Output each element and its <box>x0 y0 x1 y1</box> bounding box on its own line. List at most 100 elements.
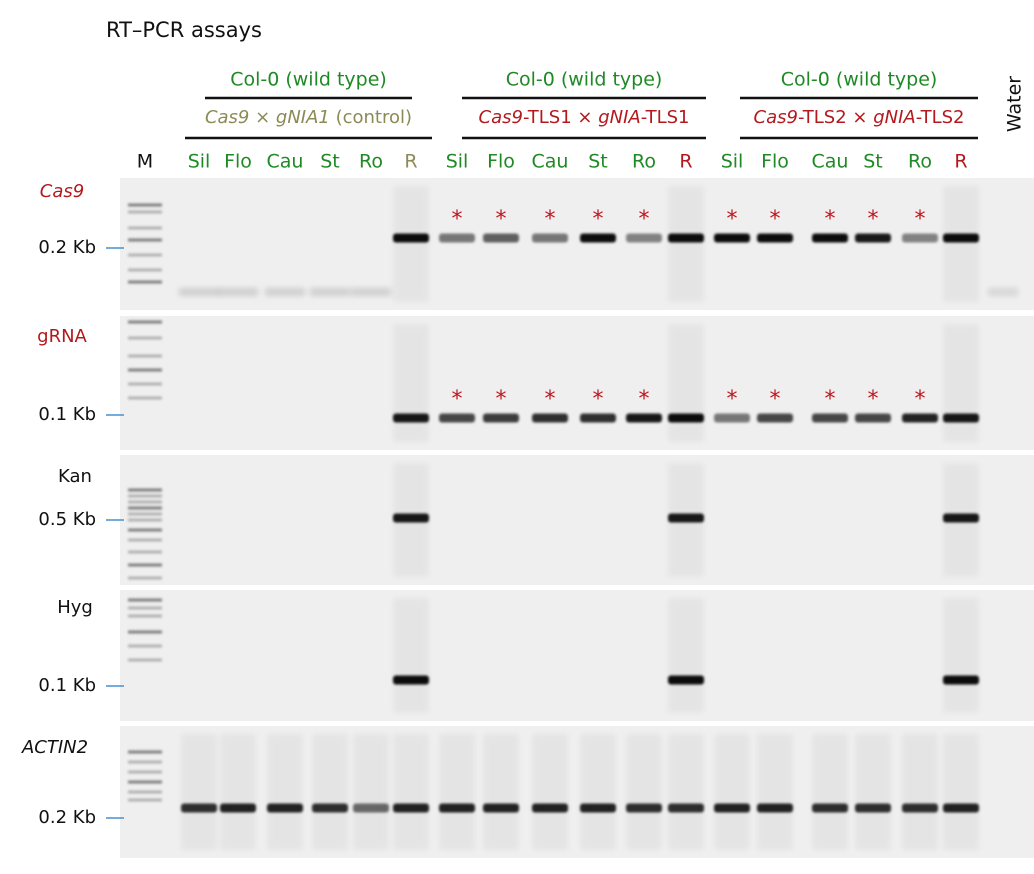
band <box>267 803 303 813</box>
lane-smear <box>393 734 429 850</box>
ladder-band <box>128 488 162 492</box>
significance-mark: * <box>452 207 463 232</box>
water-lane-label: Water <box>1004 76 1026 132</box>
band <box>668 233 704 243</box>
ladder-band <box>128 598 162 602</box>
band <box>312 803 348 813</box>
lane-smear <box>353 734 389 850</box>
group-header: Col-0 (wild type) <box>781 69 938 91</box>
ladder-band <box>128 658 162 662</box>
genotype-part: Cas9 <box>479 107 523 128</box>
genotype-part: Cas9 <box>205 107 249 128</box>
lane-smear <box>943 324 979 442</box>
band <box>855 413 891 423</box>
band <box>812 413 848 423</box>
genotype-part: gNIA1 <box>276 107 330 128</box>
band <box>855 233 891 243</box>
band <box>902 233 938 243</box>
size-label: 0.2 Kb <box>38 807 96 828</box>
panel-label: ACTIN2 <box>21 737 88 758</box>
band <box>393 675 429 685</box>
band <box>393 233 429 243</box>
primer-smear <box>218 288 258 296</box>
band <box>532 233 568 243</box>
lane-smear <box>943 598 979 713</box>
lane-label: Cau <box>812 151 849 173</box>
lane-smear <box>393 186 429 302</box>
ladder-band <box>128 528 162 532</box>
ladder-band <box>128 576 162 580</box>
ladder-band <box>128 538 162 542</box>
ladder-band <box>128 396 162 400</box>
band <box>714 413 750 423</box>
ladder-band <box>128 550 162 554</box>
genotype-part: -TLS2 <box>916 107 965 128</box>
band <box>943 803 979 813</box>
significance-mark: * <box>452 387 463 412</box>
lane-smear <box>943 186 979 302</box>
gel-panel <box>120 316 1034 450</box>
ladder-band <box>128 750 162 754</box>
band <box>902 803 938 813</box>
significance-mark: * <box>496 387 507 412</box>
band <box>532 413 568 423</box>
genotype-part: × <box>249 107 276 128</box>
ladder-band <box>128 320 162 324</box>
band <box>626 413 662 423</box>
lane-label: R <box>404 151 417 173</box>
lane-label: Ro <box>908 151 932 173</box>
gel-panel <box>120 590 1034 721</box>
significance-mark: * <box>545 387 556 412</box>
lane-smear <box>668 324 704 442</box>
band <box>353 803 389 813</box>
lane-label: Cau <box>267 151 304 173</box>
significance-mark: * <box>727 387 738 412</box>
lane-smear <box>267 734 303 850</box>
primer-smear <box>351 288 391 296</box>
genotype-part: -TLS1 <box>641 107 690 128</box>
band <box>483 803 519 813</box>
ladder-band <box>128 494 162 498</box>
band <box>812 233 848 243</box>
significance-mark: * <box>639 387 650 412</box>
band <box>757 803 793 813</box>
significance-mark: * <box>825 207 836 232</box>
genotype-part: gNIA <box>598 107 641 128</box>
lane-smear <box>668 186 704 302</box>
title: RT–PCR assays <box>106 18 262 42</box>
genotype-label: Cas9-TLS2 × gNIA-TLS2 <box>754 107 965 128</box>
lane-smear <box>757 734 793 850</box>
lane-label: Flo <box>487 151 515 173</box>
ladder-band <box>128 226 162 230</box>
significance-mark: * <box>496 207 507 232</box>
ladder-band <box>128 644 162 648</box>
ladder-band <box>128 500 162 504</box>
ladder-band <box>128 790 162 794</box>
band <box>220 803 256 813</box>
band <box>439 803 475 813</box>
significance-mark: * <box>639 207 650 232</box>
significance-mark: * <box>915 387 926 412</box>
size-label: 0.2 Kb <box>38 237 96 258</box>
lane-smear <box>855 734 891 850</box>
genotype-part: (control) <box>330 107 412 128</box>
band <box>626 233 662 243</box>
lane-label: Flo <box>761 151 789 173</box>
lane-label: Sil <box>188 151 211 173</box>
lane-smear <box>439 734 475 850</box>
ladder-band <box>128 512 162 516</box>
lane-smear <box>902 734 938 850</box>
ladder-band <box>128 382 162 386</box>
lane-label: Sil <box>721 151 744 173</box>
significance-mark: * <box>868 387 879 412</box>
size-label: 0.1 Kb <box>38 675 96 696</box>
group-header: Col-0 (wild type) <box>506 69 663 91</box>
lane-label: Flo <box>224 151 252 173</box>
lane-smear <box>812 734 848 850</box>
genotype-part: -TLS2 × <box>798 107 873 128</box>
band <box>483 233 519 243</box>
primer-smear <box>179 288 219 296</box>
ladder-band <box>128 268 162 272</box>
lane-smear <box>393 324 429 442</box>
